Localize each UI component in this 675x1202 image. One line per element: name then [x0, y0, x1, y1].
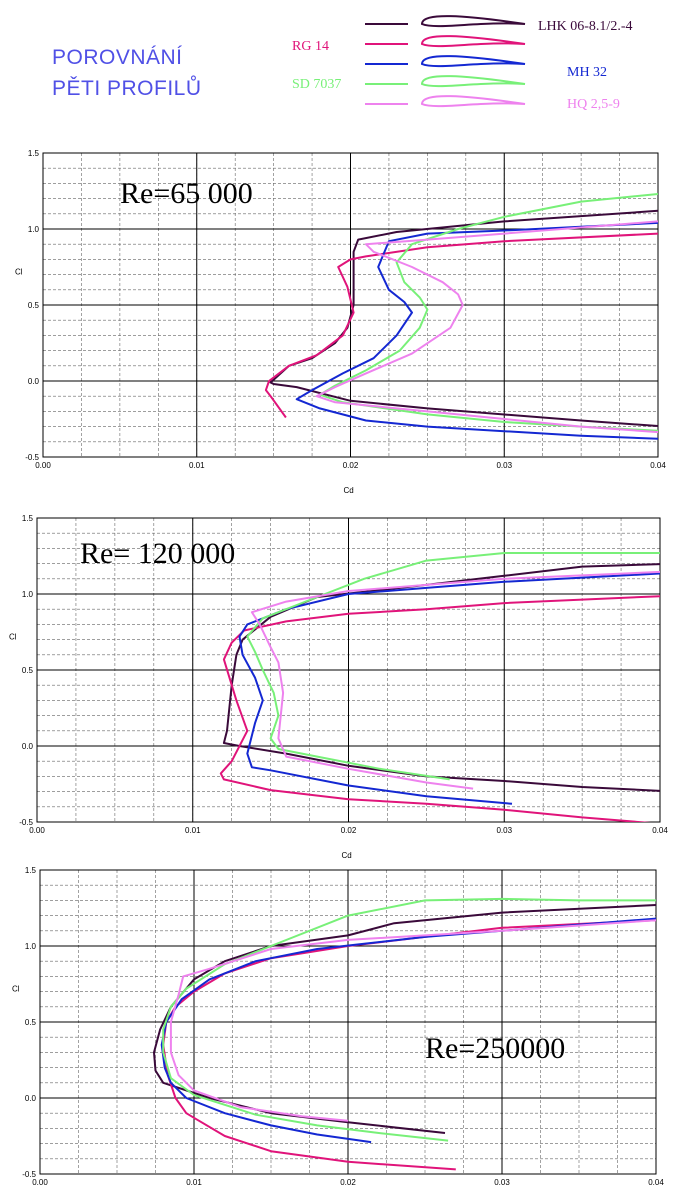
series-line — [153, 904, 656, 1134]
y-tick-label: -0.5 — [25, 453, 39, 462]
x-tick-label: 0.02 — [341, 826, 357, 835]
y-tick-label: 1.0 — [22, 590, 34, 599]
x-tick-label: 0.00 — [29, 826, 45, 835]
series-line — [250, 570, 660, 790]
plot-frame — [39, 869, 657, 1175]
airfoil-icon — [420, 15, 526, 28]
y-tick-label: 1.5 — [22, 514, 34, 523]
series-group — [219, 552, 660, 822]
series-group — [264, 193, 658, 440]
x-tick-label: 0.03 — [494, 1178, 510, 1187]
airfoil-icon — [420, 95, 526, 108]
legend-label: LHK 06-8.1/2.-4 — [538, 19, 633, 34]
plot-frame — [42, 152, 659, 458]
y-tick-label: 0.5 — [28, 301, 40, 310]
chart-panel: 0.00 0.01 0.02 0.03 0.04 -0.5 0.0 0.5 1.0 1.5 Cl Cd… — [9, 514, 668, 860]
legend: LHK 06-8.1/2.-4 RG 14 MH 32 SD 7037 HQ 2,5-9 — [292, 15, 633, 112]
legend-label: MH 32 — [567, 65, 607, 80]
x-tick-label: 0.02 — [343, 461, 359, 470]
y-axis-label: Cl — [9, 633, 17, 642]
series-line — [238, 572, 660, 805]
series-line — [162, 897, 656, 1142]
airfoil-icon — [420, 35, 526, 48]
series-line — [295, 221, 658, 440]
series-line — [169, 919, 656, 1122]
figure-header: POROVNÁNÍ PĚTI PROFILŮ — [52, 46, 202, 100]
x-axis-label: Cd — [342, 851, 352, 860]
y-axis-label: Cl — [15, 268, 23, 277]
y-tick-label: 0.0 — [25, 1094, 37, 1103]
reynolds-label: Re=65 000 — [120, 177, 253, 210]
y-tick-label: 0.0 — [28, 377, 40, 386]
y-tick-label: 1.0 — [28, 225, 40, 234]
x-tick-label: 0.01 — [185, 826, 201, 835]
series-line — [246, 552, 660, 781]
legend-item: SD 7037 — [292, 75, 526, 92]
plot-frame — [36, 517, 661, 823]
charts-area: 0.00 0.01 0.02 0.03 0.04 -0.5 0.0 0.5 1.0 1.5 Cl Cd… — [9, 149, 668, 1187]
legend-item: RG 14 — [292, 35, 526, 54]
legend-item: MH 32 — [365, 55, 607, 80]
title-line-2: PĚTI PROFILŮ — [52, 76, 202, 100]
airfoil-icon — [420, 55, 526, 68]
title-line-1: POROVNÁNÍ — [52, 46, 183, 69]
y-tick-label: 0.5 — [25, 1018, 37, 1027]
x-tick-label: 0.02 — [340, 1178, 356, 1187]
reynolds-label: Re=250000 — [425, 1032, 565, 1065]
y-tick-label: -0.5 — [22, 1170, 36, 1179]
chart-panel: 0.00 0.01 0.02 0.03 0.04 -0.5 0.0 0.5 1.0 1.5 Cl Cd… — [15, 149, 666, 495]
x-tick-label: 0.00 — [35, 461, 51, 470]
reynolds-label: Re= 120 000 — [80, 537, 235, 570]
series-line — [219, 595, 660, 822]
series-line — [315, 220, 658, 434]
x-tick-label: 0.03 — [496, 826, 512, 835]
series-group — [153, 897, 656, 1171]
x-tick-label: 0.04 — [650, 461, 666, 470]
x-tick-label: 0.01 — [189, 461, 205, 470]
chart-panel: 0.00 0.01 0.02 0.03 0.04 -0.5 0.0 0.5 1.0 1.5 Cl Re… — [12, 866, 664, 1187]
legend-label: RG 14 — [292, 39, 329, 54]
legend-label: HQ 2,5-9 — [567, 97, 620, 112]
x-tick-label: 0.03 — [496, 461, 512, 470]
y-tick-label: 1.0 — [25, 942, 37, 951]
legend-label: SD 7037 — [292, 77, 341, 92]
x-axis-label: Cd — [344, 486, 354, 495]
airfoil-icon — [420, 75, 526, 88]
y-tick-label: 0.0 — [22, 742, 34, 751]
legend-item: HQ 2,5-9 — [365, 95, 620, 112]
x-tick-label: 0.04 — [648, 1178, 664, 1187]
y-tick-label: -0.5 — [19, 818, 33, 827]
y-tick-label: 1.5 — [25, 866, 37, 875]
x-tick-label: 0.01 — [186, 1178, 202, 1187]
y-tick-label: 1.5 — [28, 149, 40, 158]
y-tick-label: 0.5 — [22, 666, 34, 675]
legend-item: LHK 06-8.1/2.-4 — [365, 15, 633, 34]
x-tick-label: 0.04 — [652, 826, 668, 835]
y-axis-label: Cl — [12, 985, 20, 994]
x-tick-label: 0.00 — [32, 1178, 48, 1187]
series-line — [318, 193, 658, 432]
